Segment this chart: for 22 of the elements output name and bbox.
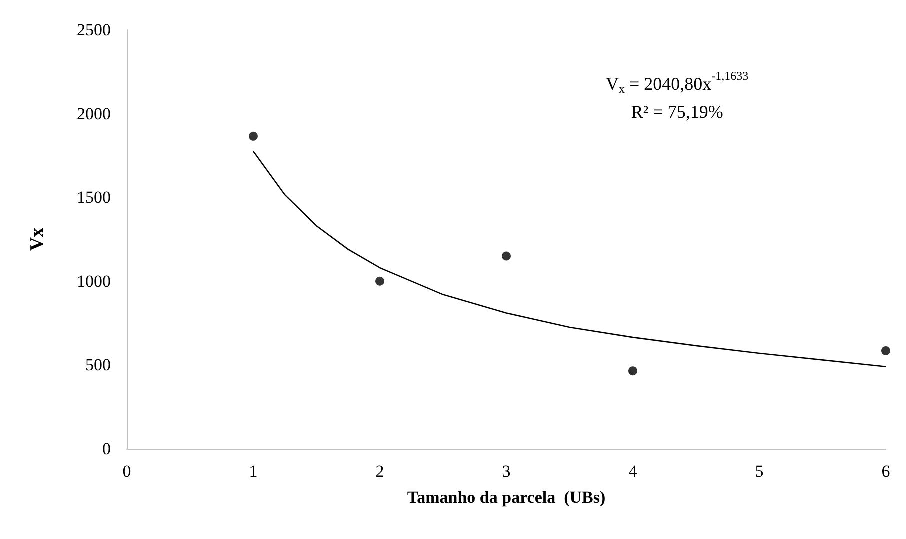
line-series [252,150,887,368]
annotation: R² = 75,19% [631,102,724,122]
y-axis-title: Vx [27,227,48,252]
point [628,366,638,376]
point [502,252,511,261]
x-tick-label: 2 [376,462,384,481]
x-tick-label: 3 [502,462,511,481]
y-tick-label: 0 [102,440,111,458]
x-axis-title: Tamanho da parcela (UBs) [407,488,606,507]
point [376,276,384,286]
point [249,132,258,141]
x-tick-label: 1 [249,462,258,481]
y-tick-label: 2500 [77,20,111,40]
x-tick-label: 4 [628,462,638,481]
x-tick-label: 0 [122,462,132,481]
y-tick-label: 1500 [77,188,111,208]
x-tick-label: 6 [882,462,890,481]
y-tick-label: 2000 [77,104,111,124]
x-tick-label: 5 [755,462,764,481]
y-tick-label: 500 [86,356,111,375]
point [882,346,890,356]
y-tick-label: 1000 [77,272,111,291]
